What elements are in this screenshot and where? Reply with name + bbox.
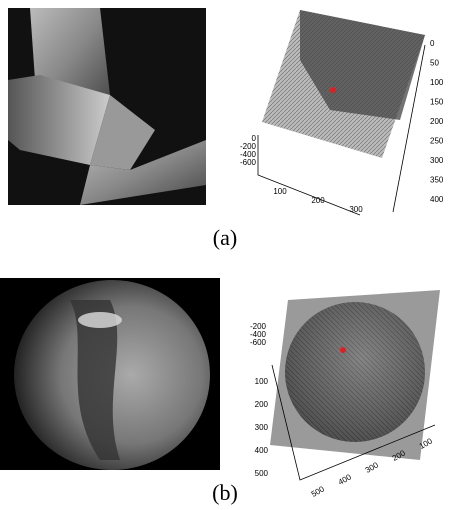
caption: (a) xyxy=(213,225,237,250)
z-tick-label: -600 xyxy=(250,338,267,347)
x-tick-label: 200 xyxy=(311,196,325,205)
y-tick-label: 200 xyxy=(430,117,444,126)
marker xyxy=(340,347,346,353)
surface-texture xyxy=(285,302,425,442)
x-tick-label: 300 xyxy=(349,205,363,214)
y-tick-label: 350 xyxy=(430,176,444,185)
y-tick-label: 50 xyxy=(430,59,439,68)
x-tick-label: 500 xyxy=(310,484,327,499)
y-tick-label: 100 xyxy=(255,377,269,386)
y-tick-label: 400 xyxy=(255,446,269,455)
x-tick-label: 100 xyxy=(273,187,287,196)
page: (a) (b) 0-200-400-6001002003000501001502… xyxy=(0,0,451,510)
surface-plot-a xyxy=(258,10,425,215)
y-tick-label: 200 xyxy=(255,400,269,409)
x-tick-label: 400 xyxy=(337,472,354,487)
y-tick-label: 500 xyxy=(255,469,269,478)
figure: (a) (b) 0-200-400-6001002003000501001502… xyxy=(0,0,451,510)
caption: (b) xyxy=(212,480,238,505)
y-tick-label: 250 xyxy=(430,137,444,146)
photo-a xyxy=(8,8,206,205)
y-tick-label: 0 xyxy=(430,39,435,48)
y-tick-label: 300 xyxy=(430,156,444,165)
highlight xyxy=(78,312,122,328)
marker xyxy=(330,87,336,93)
y-tick-label: 150 xyxy=(430,98,444,107)
x-tick-label: 300 xyxy=(364,460,381,475)
surface-plot-b xyxy=(270,290,440,480)
photo-b xyxy=(0,278,220,470)
y-tick-label: 300 xyxy=(255,423,269,432)
z-tick-label: -600 xyxy=(240,158,257,167)
y-tick-label: 100 xyxy=(430,78,444,87)
y-tick-label: 400 xyxy=(430,195,444,204)
